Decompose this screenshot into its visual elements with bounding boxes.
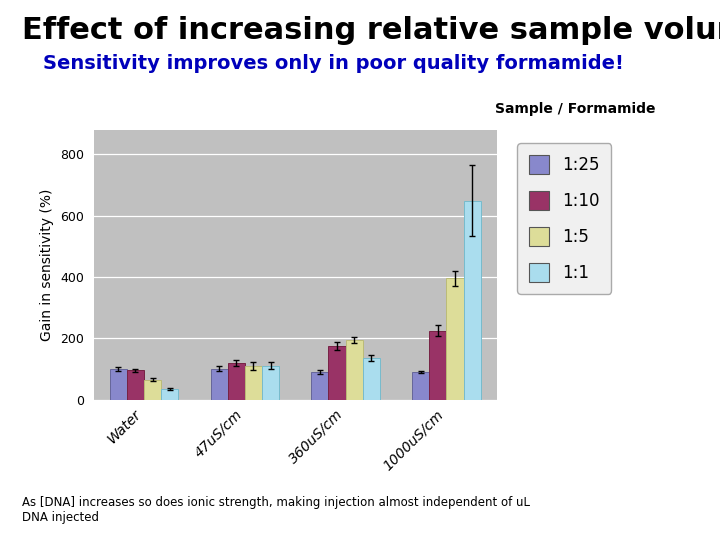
Bar xyxy=(328,346,346,400)
Legend: 1:25, 1:10, 1:5, 1:1: 1:25, 1:10, 1:5, 1:1 xyxy=(517,143,611,294)
Bar xyxy=(429,330,446,400)
Bar xyxy=(311,372,328,400)
Bar xyxy=(262,366,279,400)
Text: As [DNA] increases so does ionic strength, making injection almost independent o: As [DNA] increases so does ionic strengt… xyxy=(22,496,530,524)
Bar xyxy=(161,389,179,400)
Text: Effect of increasing relative sample volume: Effect of increasing relative sample vol… xyxy=(22,16,720,45)
Text: Sensitivity improves only in poor quality formamide!: Sensitivity improves only in poor qualit… xyxy=(43,54,624,73)
Text: Sample / Formamide: Sample / Formamide xyxy=(495,102,655,116)
Bar xyxy=(210,369,228,400)
Bar xyxy=(228,363,245,400)
Bar xyxy=(464,201,481,400)
Bar xyxy=(109,369,127,400)
Bar xyxy=(346,340,363,400)
Y-axis label: Gain in sensitivity (%): Gain in sensitivity (%) xyxy=(40,188,54,341)
Bar xyxy=(127,370,144,400)
Bar xyxy=(245,366,262,400)
Bar xyxy=(144,380,161,400)
Bar xyxy=(446,279,464,400)
Bar xyxy=(412,372,429,400)
Bar xyxy=(363,358,380,400)
